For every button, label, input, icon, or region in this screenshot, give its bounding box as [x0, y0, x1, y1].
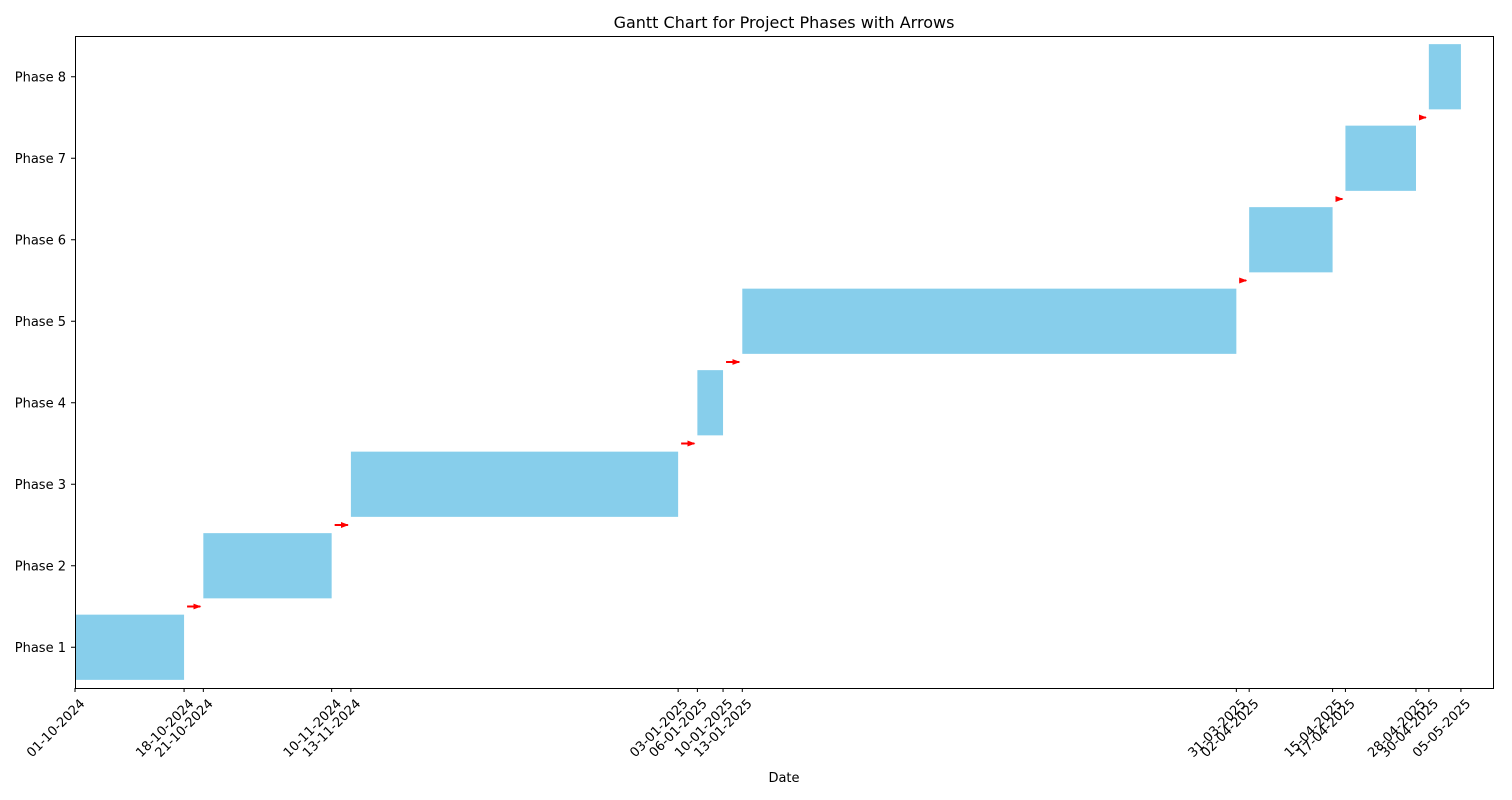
y-axis: Phase 1 Phase 2 Phase 3 Phase 4 Phase 5 Phase… — [15, 70, 75, 656]
gantt-bar-5 — [742, 288, 1237, 354]
y-tick-label: Phase 8 — [15, 70, 66, 85]
gantt-bar-7 — [1345, 125, 1417, 191]
plot-frame — [75, 36, 1494, 689]
y-tick-label: Phase 7 — [15, 152, 66, 167]
gantt-bar-2 — [203, 533, 332, 599]
gantt-bar-4 — [697, 370, 724, 436]
y-tick-label: Phase 4 — [15, 396, 66, 411]
y-tick-label: Phase 6 — [15, 233, 66, 248]
arrows-layer — [187, 114, 1427, 610]
y-tick-label: Phase 5 — [15, 315, 66, 330]
x-tick-label: 01-10-2024 — [24, 697, 88, 761]
y-tick-label: Phase 1 — [15, 641, 66, 656]
y-tick-label: Phase 2 — [15, 559, 66, 574]
gantt-bar-6 — [1249, 207, 1333, 273]
gantt-bar-3 — [350, 451, 679, 517]
gantt-bar-1 — [75, 614, 185, 680]
gantt-bar-8 — [1428, 44, 1461, 110]
x-axis-label: Date — [768, 771, 799, 786]
bars-layer — [75, 44, 1461, 680]
y-tick-label: Phase 3 — [15, 478, 66, 493]
chart-title: Gantt Chart for Project Phases with Arro… — [614, 13, 955, 32]
